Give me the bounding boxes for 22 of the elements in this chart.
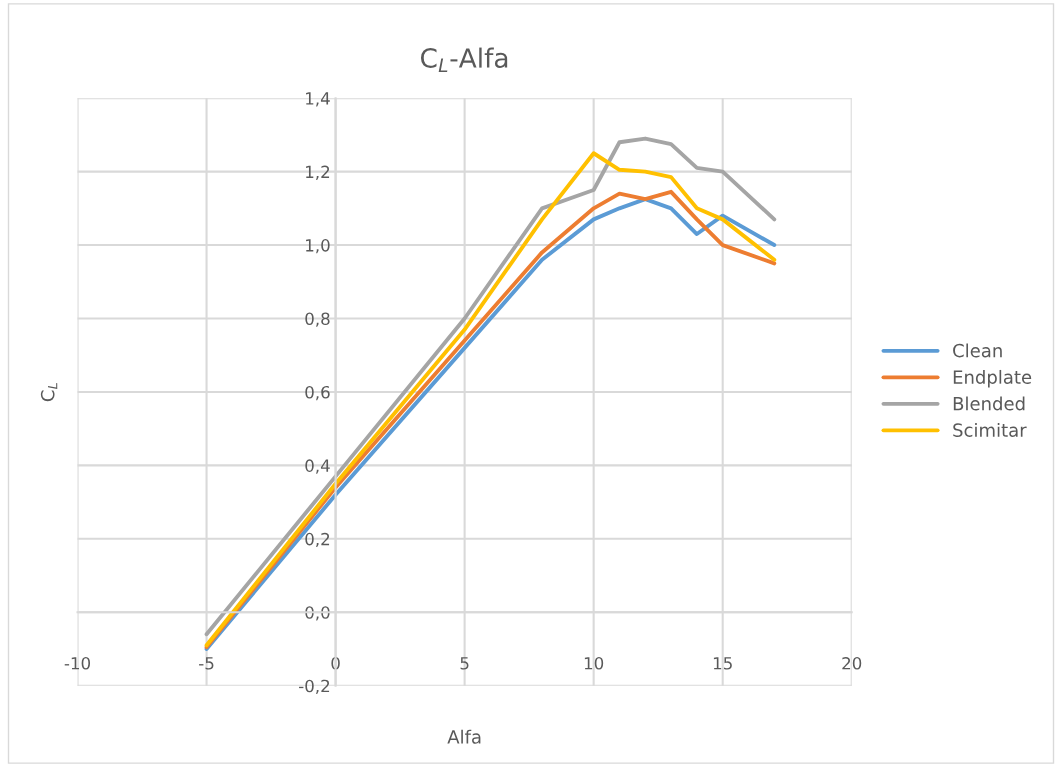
y-tick-label: 0,4 xyxy=(305,459,330,474)
legend-label: Clean xyxy=(953,343,1002,358)
x-tick-label: 5 xyxy=(460,657,469,670)
x-tick-label: 20 xyxy=(842,657,862,670)
y-tick-label: 1,0 xyxy=(306,239,330,254)
legend-label: Endplate xyxy=(953,369,1032,388)
y-tick-label: 1,4 xyxy=(306,92,330,107)
y-tick-label: 0,2 xyxy=(305,532,330,548)
y-tick-label: 1,2 xyxy=(306,165,330,180)
legend-label: Scimitar xyxy=(953,422,1027,437)
y-tick-label: 0,8 xyxy=(305,312,330,327)
y-tick-label: 0,6 xyxy=(305,385,330,401)
x-axis-title: Alfa xyxy=(447,729,481,744)
x-tick-label: 10 xyxy=(584,657,604,670)
y-axis-title: C$_{L}$ xyxy=(40,383,58,402)
x-tick-label: 15 xyxy=(713,657,732,670)
y-tick-label: -0,2 xyxy=(299,679,330,694)
x-tick-label: 0 xyxy=(331,657,340,670)
x-tick-label: -5 xyxy=(199,657,214,670)
chart-title: C$_{L}$-Alfa xyxy=(420,47,508,72)
legend-label: Blended xyxy=(953,396,1025,411)
x-tick-label: -10 xyxy=(64,657,91,670)
